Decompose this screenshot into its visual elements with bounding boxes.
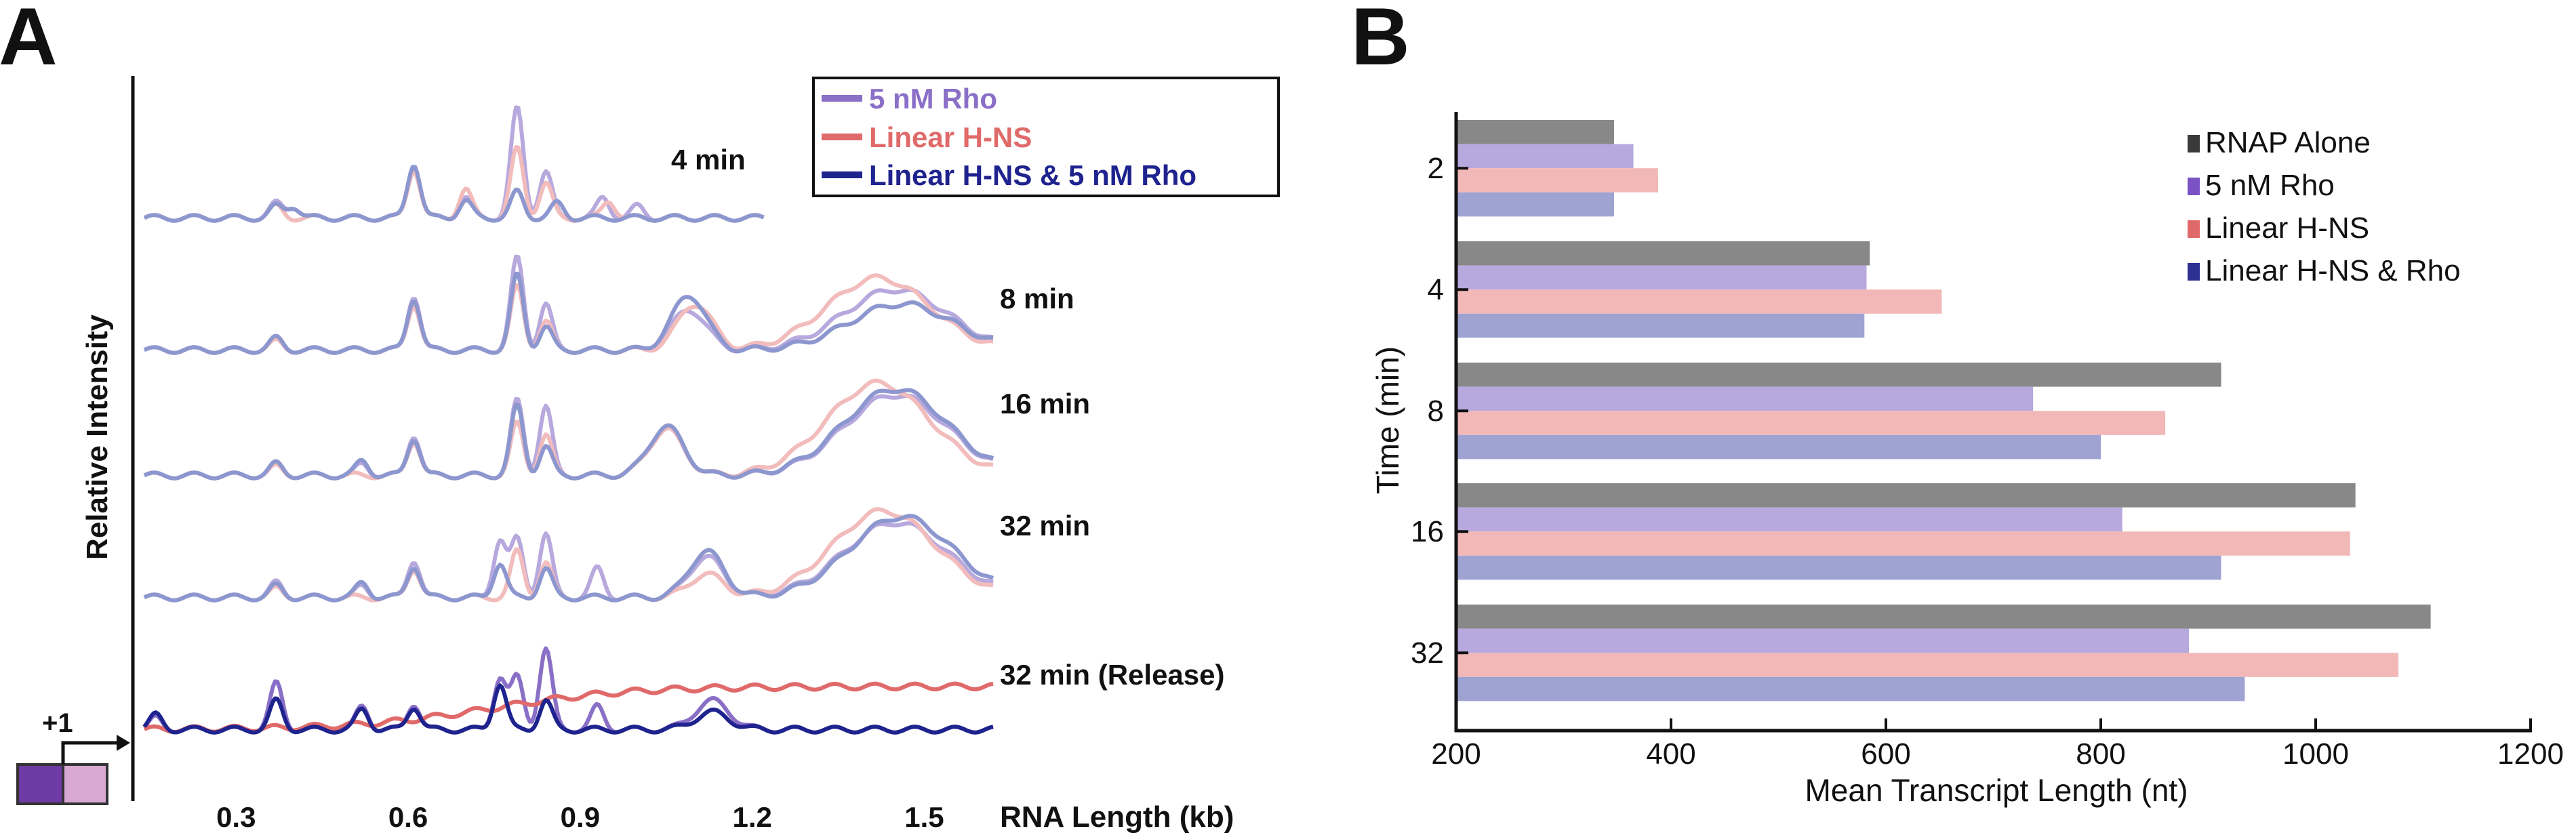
trace-label-3: 32 min (1000, 510, 1090, 542)
bar-t2-s3 (1456, 192, 1614, 217)
promoter-arrow-head (117, 735, 130, 751)
panel-b-letter: B (1351, 0, 1410, 82)
bar-t8-s2 (1456, 411, 2166, 435)
panel-b-xtick-3: 800 (2076, 737, 2125, 771)
bar-t2-s1 (1456, 144, 1634, 169)
trace-label-0: 4 min (671, 144, 746, 176)
panel-b-bar-chart: 200 400 600 800 1000 1200 2 4 8 16 32 Mean Transc… (1370, 112, 2564, 808)
panel-b-xtick-0: 200 (1431, 737, 1481, 771)
panel-b-x-ticks: 200 400 600 800 1000 1200 (1431, 718, 2564, 771)
panel-b-legend-swatch-0 (2188, 135, 2200, 152)
bar-t16-s0 (1456, 483, 2356, 508)
panel-a-letter: A (0, 0, 58, 82)
panel-b-xtick-1: 400 (1646, 737, 1695, 771)
panel-b-legend-label-2: Linear H-NS (2205, 211, 2369, 245)
panel-b-xtick-4: 1000 (2282, 737, 2349, 771)
panel-a-xtick-3: 1.2 (732, 801, 771, 833)
trace-hns-rho-3 (143, 514, 994, 603)
legend-label-rho: 5 nM Rho (869, 83, 997, 115)
trace-label-4: 32 min (Release) (1000, 659, 1225, 691)
bar-t32-s3 (1456, 676, 2245, 701)
trace-rho-4 (142, 646, 994, 735)
panel-a-line-chart: Relative Intensity 4 min 8 min 16 min 32 mi… (16, 76, 1280, 834)
bar-t4-s1 (1456, 265, 1867, 290)
bar-t2-s2 (1456, 168, 1658, 192)
panel-b-ylabel: Time (min) (1370, 346, 1405, 494)
trace-hns-rho-0 (143, 165, 765, 223)
bar-t16-s2 (1456, 531, 2350, 556)
panel-a-xtick-4: 1.5 (904, 801, 944, 833)
panel-a-xtick-2: 0.9 (561, 801, 600, 833)
bar-t2-s0 (1456, 120, 1614, 144)
panel-b-ytick-2: 8 (1428, 394, 1444, 428)
promoter-arrow (61, 741, 119, 765)
promoter-label: +1 (42, 708, 73, 738)
trace-label-2: 16 min (1000, 388, 1090, 420)
legend-label-hns: Linear H-NS (869, 121, 1032, 153)
panel-b-legend-swatch-2 (2188, 220, 2200, 238)
panel-b-legend-swatch-3 (2188, 263, 2200, 281)
trace-label-1: 8 min (1000, 283, 1074, 314)
panel-a-xlabel: RNA Length (kb) (1000, 800, 1234, 834)
promoter-box-dark (16, 763, 64, 805)
panel-b-ytick-4: 32 (1411, 636, 1444, 670)
bar-t8-s0 (1456, 363, 2221, 387)
bar-t16-s1 (1456, 507, 2122, 532)
panel-b-xtick-2: 600 (1861, 737, 1910, 771)
bar-t4-s3 (1456, 313, 1865, 338)
bar-t4-s2 (1456, 289, 1942, 314)
panel-b-ytick-3: 16 (1411, 515, 1444, 548)
trace-hns-rho-4 (142, 683, 994, 735)
panel-b-xtick-5: 1200 (2497, 737, 2564, 771)
panel-b-bars (1456, 120, 2431, 701)
trace-hns-rho-1 (143, 271, 994, 355)
promoter-glyph: +1 (16, 708, 130, 805)
bar-t16-s3 (1456, 555, 2221, 580)
panel-a-ylabel: Relative Intensity (81, 314, 114, 560)
bar-t8-s1 (1456, 386, 2034, 411)
bar-t32-s2 (1456, 653, 2399, 677)
bar-t32-s0 (1456, 605, 2431, 629)
panel-b-legend-swatch-1 (2188, 178, 2200, 195)
trace-hns-4 (143, 681, 994, 735)
panel-b-legend: RNAP Alone 5 nM Rho Linear H-NS Linear H-NS… (2188, 126, 2461, 287)
bar-t8-s3 (1456, 434, 2101, 460)
panel-a-traces: 4 min 8 min 16 min 32 min 32 min (Release) (142, 105, 1225, 735)
trace-hns-rho-2 (143, 388, 994, 481)
panel-a-x-ticks: 0.3 0.6 0.9 1.2 1.5 (216, 801, 944, 833)
bar-t32-s1 (1456, 628, 2189, 653)
panel-b-ytick-1: 4 (1428, 273, 1444, 306)
legend-label-hns-rho: Linear H-NS & 5 nM Rho (869, 159, 1196, 191)
panel-b-legend-label-3: Linear H-NS & Rho (2205, 254, 2461, 287)
bar-t4-s0 (1456, 241, 1870, 266)
panel-b-legend-label-1: 5 nM Rho (2205, 169, 2335, 202)
panel-a-xtick-0: 0.3 (216, 801, 256, 833)
panel-a-xtick-1: 0.6 (388, 801, 428, 833)
panel-b-ytick-0: 2 (1428, 152, 1444, 185)
panel-a-legend: 5 nM Rho Linear H-NS Linear H-NS & 5 nM … (812, 77, 1280, 197)
panel-b-xlabel: Mean Transcript Length (nt) (1805, 773, 2188, 808)
promoter-box-light (62, 763, 108, 805)
panel-b-legend-label-0: RNAP Alone (2205, 126, 2371, 159)
panel-b-y-ticks: 2 4 8 16 32 (1411, 152, 1468, 670)
panel-a-legend-box (812, 77, 1280, 197)
